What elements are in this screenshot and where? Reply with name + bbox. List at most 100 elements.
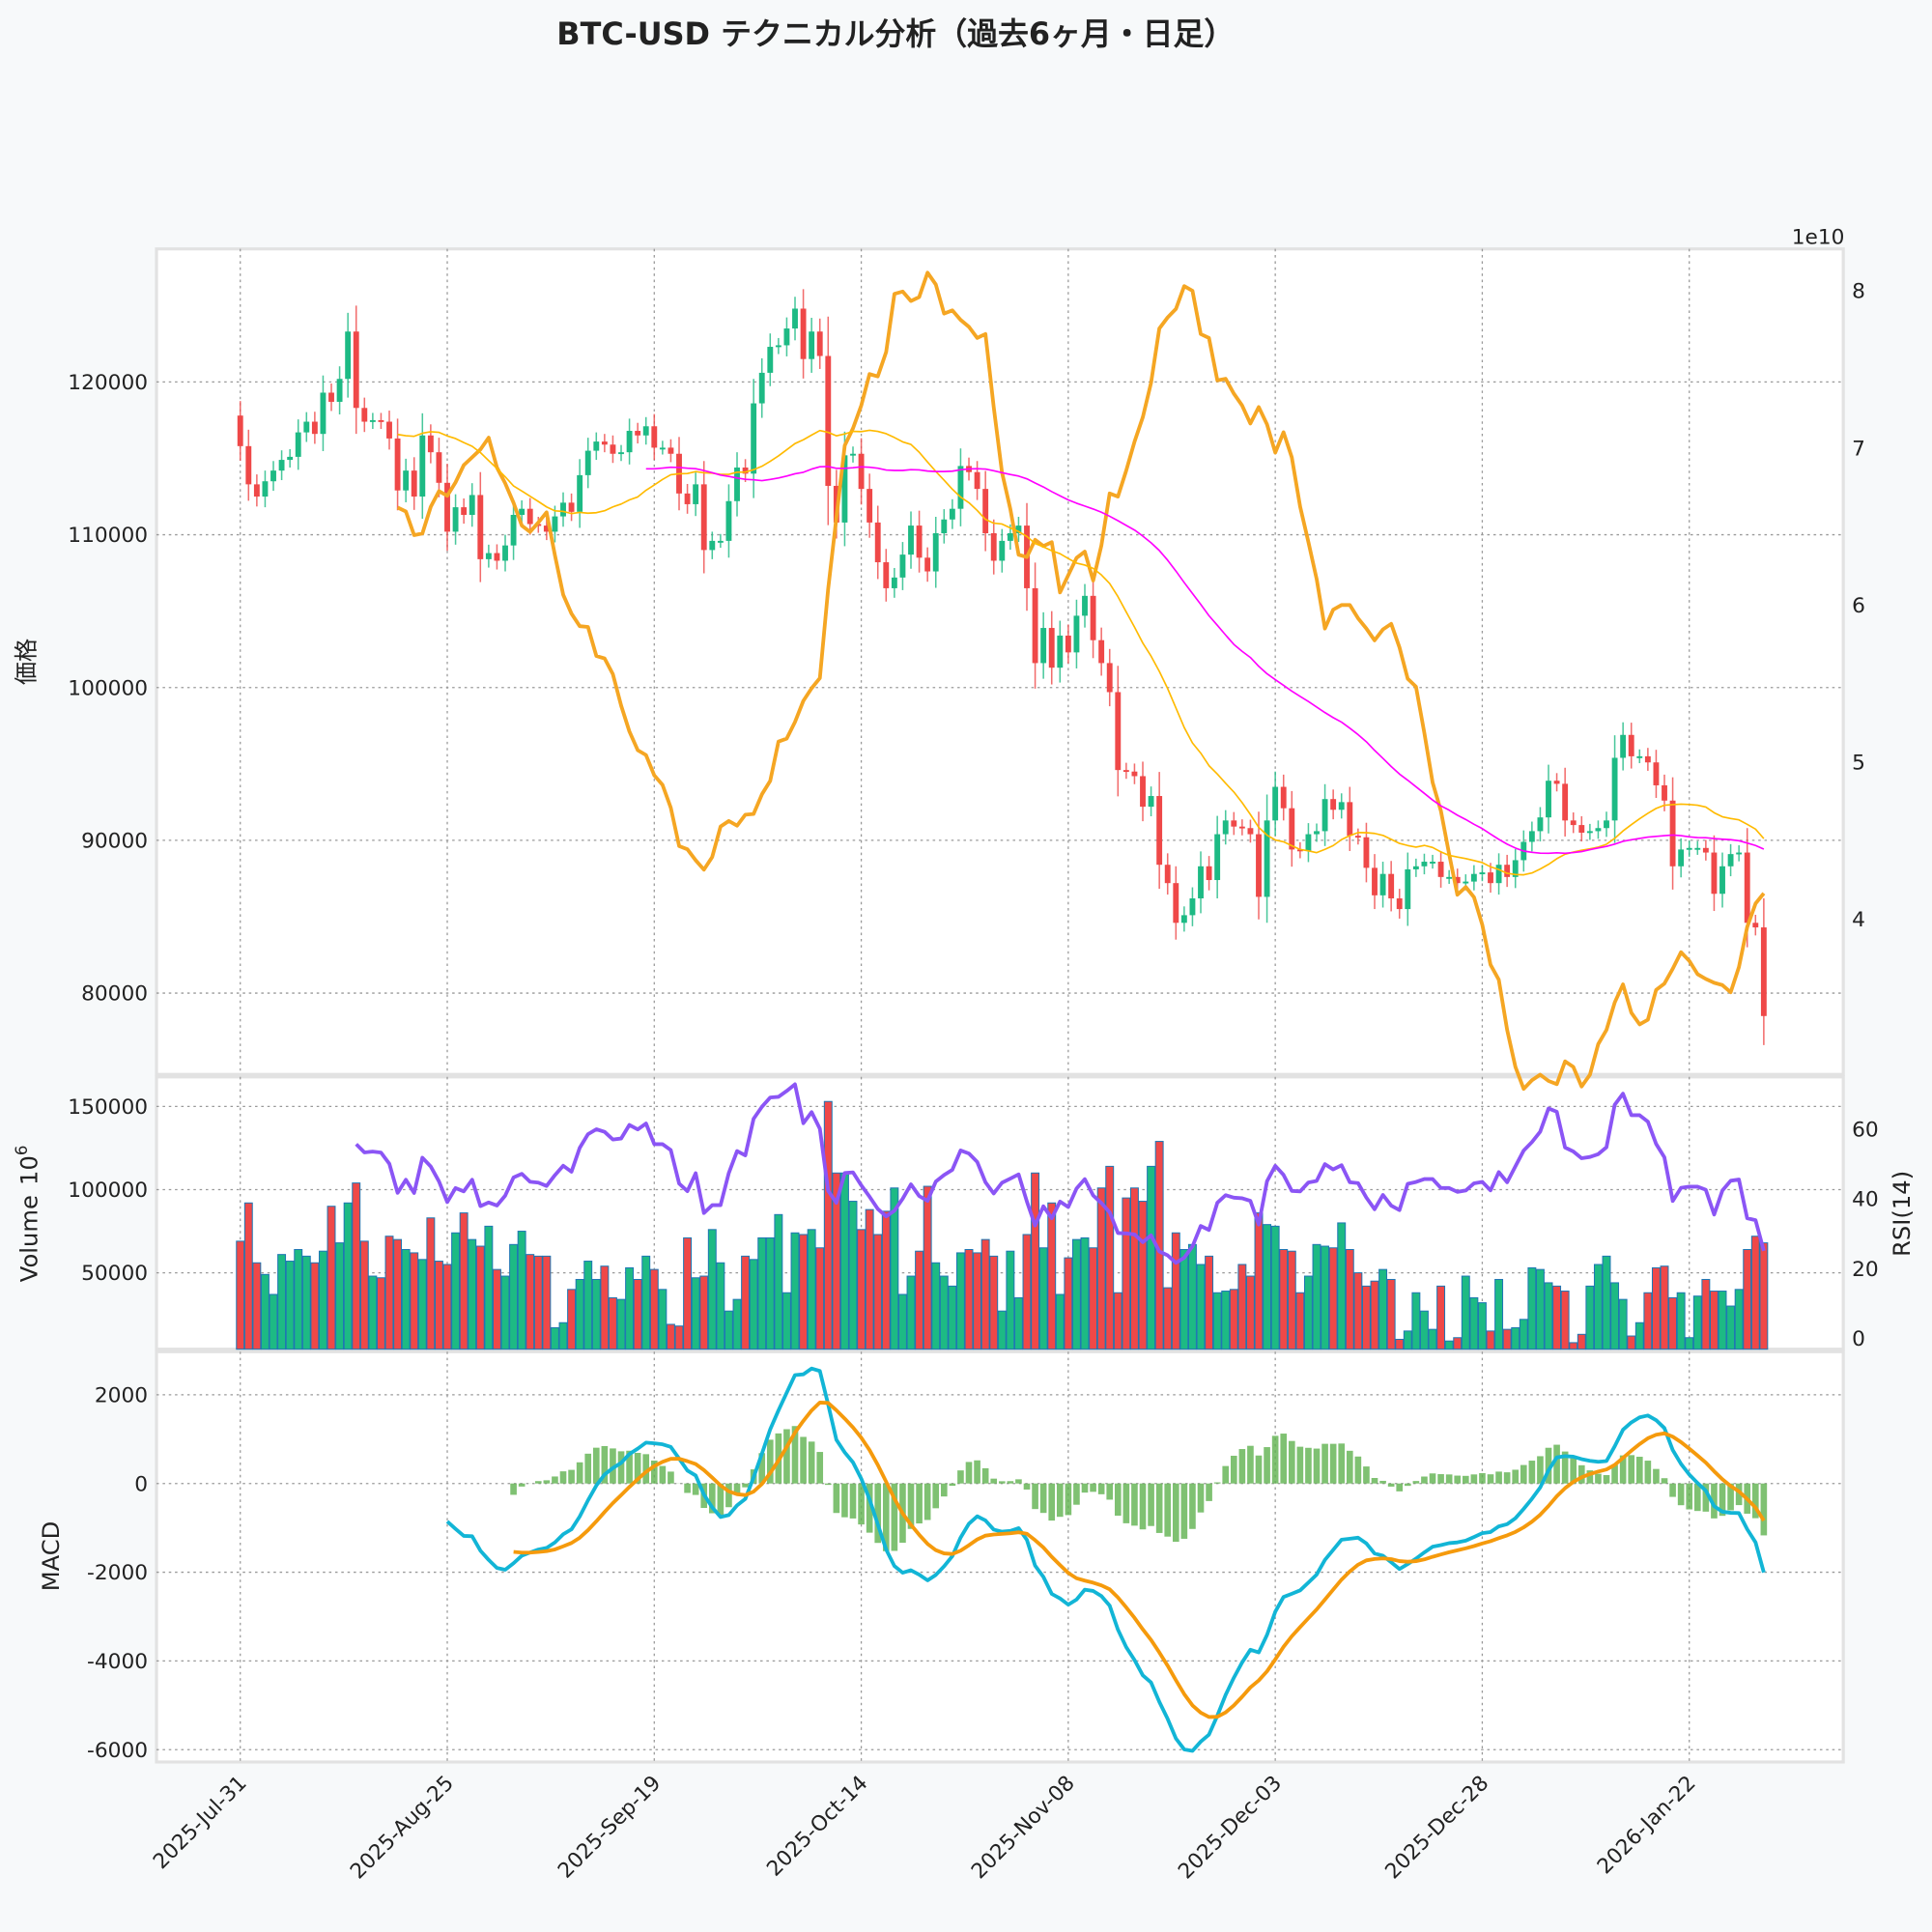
volume-bar xyxy=(533,1255,543,1350)
macd-histogram-bar xyxy=(1379,1480,1386,1484)
candle-body xyxy=(809,331,815,359)
volume-bar xyxy=(865,1208,874,1350)
candle-body xyxy=(245,445,252,485)
macd-histogram-bar xyxy=(783,1429,790,1484)
macd-histogram-bar xyxy=(1148,1483,1154,1526)
macd-histogram-bar xyxy=(568,1469,575,1484)
volume-bar xyxy=(567,1289,577,1350)
volume-bar xyxy=(973,1252,982,1350)
macd-histogram-bar xyxy=(668,1471,674,1484)
volume-bar xyxy=(1428,1328,1437,1350)
candle-body xyxy=(469,495,475,516)
macd-histogram-bar xyxy=(990,1478,998,1484)
candle-body xyxy=(345,331,352,380)
x-tick-label: 2026-Jan-22 xyxy=(1593,1772,1701,1880)
macd-histogram-bar xyxy=(576,1462,583,1484)
macd-histogram-bar xyxy=(584,1453,592,1484)
candle-body xyxy=(1363,837,1370,868)
volume-bar xyxy=(1229,1289,1238,1350)
volume-bar xyxy=(327,1206,336,1350)
candle-body xyxy=(1106,663,1113,693)
volume-bar xyxy=(1469,1296,1479,1350)
volume-bar xyxy=(897,1293,907,1350)
candle-body xyxy=(867,489,873,523)
macd-histogram-bar xyxy=(1023,1483,1031,1490)
macd-histogram-bar xyxy=(1512,1469,1520,1484)
volume-bar xyxy=(1187,1243,1197,1350)
candle-body xyxy=(1578,825,1585,833)
candle-body xyxy=(287,456,294,461)
candle-body xyxy=(403,470,410,491)
candle-body xyxy=(1678,849,1685,867)
candle-body xyxy=(783,328,790,346)
x-tick-label: 2025-Dec-03 xyxy=(1174,1772,1287,1885)
volume-bar xyxy=(931,1262,941,1350)
candle-body xyxy=(1173,883,1179,923)
volume-bar xyxy=(343,1202,353,1350)
candle-body xyxy=(883,562,890,588)
candle-body xyxy=(419,435,426,497)
macd-histogram-bar xyxy=(1719,1483,1726,1517)
volume-bar xyxy=(468,1238,477,1350)
candle-body xyxy=(957,466,964,509)
volume-bar xyxy=(1105,1165,1115,1350)
candle-body xyxy=(1007,532,1013,541)
candle-body xyxy=(1032,587,1038,664)
candle-body xyxy=(1620,734,1627,758)
volume-bar xyxy=(1411,1292,1421,1350)
volume-bar xyxy=(799,1234,809,1350)
candle-body xyxy=(485,553,492,559)
volume-bar xyxy=(1759,1242,1769,1350)
volume-bar xyxy=(260,1273,270,1350)
volume-bar xyxy=(1602,1255,1611,1350)
volume-bar xyxy=(410,1252,419,1350)
volume-bar xyxy=(1386,1278,1396,1350)
candle-body xyxy=(311,421,318,435)
macd-histogram-bar xyxy=(866,1483,873,1533)
volume-bar xyxy=(542,1255,552,1350)
candle-body xyxy=(1305,834,1312,851)
volume-bar xyxy=(1477,1302,1487,1350)
candle-body xyxy=(1082,595,1088,616)
volume-bar xyxy=(1660,1265,1669,1350)
macd-histogram-bar xyxy=(543,1480,551,1484)
macd-histogram-bar xyxy=(957,1470,964,1484)
volume-bar xyxy=(1013,1296,1023,1350)
volume-bar xyxy=(310,1262,320,1350)
macd-histogram-bar xyxy=(1537,1456,1544,1484)
candle-body xyxy=(1164,865,1171,884)
volume-bar xyxy=(1179,1248,1189,1350)
macd-histogram-bar xyxy=(1487,1474,1494,1484)
price-panel xyxy=(155,247,1845,1076)
volume-bar xyxy=(1668,1296,1678,1350)
candle-body xyxy=(444,482,450,532)
candle-body xyxy=(916,526,923,558)
macd-histogram-bar xyxy=(1206,1483,1212,1501)
macd-histogram-bar xyxy=(1577,1464,1585,1484)
volume-bar xyxy=(873,1234,883,1350)
candle-body xyxy=(1669,800,1676,867)
candle-body xyxy=(1662,784,1667,801)
candle-body xyxy=(328,392,334,402)
candle-body xyxy=(237,415,243,446)
macd-line xyxy=(445,1366,1766,1753)
volume-bar xyxy=(252,1262,262,1350)
volume-bar xyxy=(500,1275,510,1350)
volume-ylabel-text: Volume xyxy=(15,1195,43,1282)
volume-bar xyxy=(980,1238,990,1350)
macd-histogram-bar xyxy=(1039,1483,1047,1514)
volume-bar xyxy=(890,1187,899,1350)
macd-histogram-bar xyxy=(1321,1443,1328,1484)
macd-histogram-bar xyxy=(717,1483,724,1516)
volume-bar xyxy=(318,1250,327,1350)
volume-bar xyxy=(857,1229,867,1350)
volume-bar xyxy=(1552,1285,1562,1350)
macd-histogram-bar xyxy=(949,1483,956,1487)
macd-histogram-bar xyxy=(932,1483,940,1509)
candle-body xyxy=(320,392,327,435)
macd-histogram-bar xyxy=(1280,1434,1288,1484)
grid xyxy=(156,248,1844,1762)
signal-line xyxy=(513,1401,1766,1719)
volume-bar xyxy=(1726,1305,1736,1350)
